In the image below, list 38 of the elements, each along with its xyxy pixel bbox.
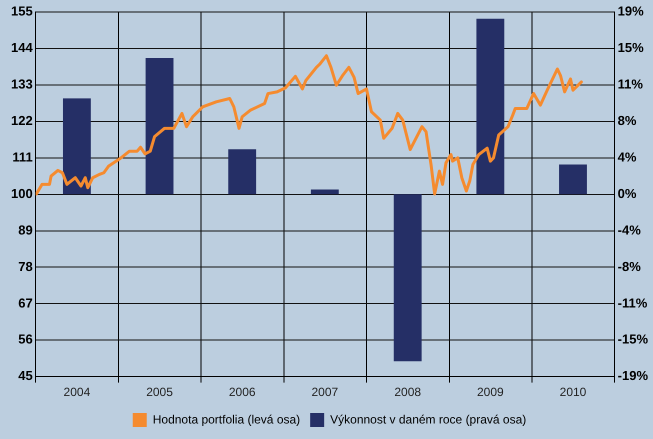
y2-tick-label: 11% (618, 76, 644, 92)
legend-label: Hodnota portfolia (levá osa) (152, 412, 300, 426)
y2-tick-label: 8% (618, 112, 637, 128)
x-tick-label: 2005 (146, 385, 174, 400)
y-tick-label: 67 (18, 295, 33, 310)
y2-tick-label: 15% (618, 40, 644, 56)
x-tick-label: 2009 (476, 385, 504, 400)
bar (310, 190, 339, 194)
y2-tick-label: 0% (618, 186, 637, 201)
y2-tick-label: -19% (618, 368, 648, 384)
x-tick-label: 2008 (394, 385, 422, 400)
y2-tick-label: 4% (618, 149, 637, 164)
y-tick-label: 144 (10, 40, 34, 56)
legend-label: Výkonnost v daném roce (pravá osa) (330, 412, 526, 426)
bar (146, 58, 174, 194)
y-tick-label: 111 (12, 149, 33, 164)
y2-tick-label: -15% (618, 332, 648, 347)
x-tick-label: 2010 (560, 385, 587, 400)
y-tick-label: 100 (10, 186, 33, 201)
x-tick-label: 2007 (311, 385, 338, 400)
y-tick-label: 133 (10, 76, 33, 92)
y-tick-label: 89 (18, 222, 33, 238)
x-tick-label: 2006 (228, 385, 256, 400)
y2-tick-label: -4% (618, 222, 642, 238)
bar (559, 164, 587, 194)
y-tick-label: 78 (18, 258, 33, 274)
bar (394, 194, 422, 362)
y-tick-label: 56 (18, 332, 33, 347)
y2-tick-label: 19% (618, 4, 644, 19)
bar (476, 18, 504, 194)
y2-tick-label: -8% (618, 258, 642, 274)
y2-tick-label: -11% (618, 295, 648, 310)
y-tick-label: 45 (18, 368, 33, 384)
bar (228, 149, 256, 194)
bar (62, 98, 91, 194)
y-tick-label: 122 (10, 112, 33, 128)
y-tick-label: 155 (10, 4, 33, 19)
x-tick-label: 2004 (64, 385, 91, 400)
